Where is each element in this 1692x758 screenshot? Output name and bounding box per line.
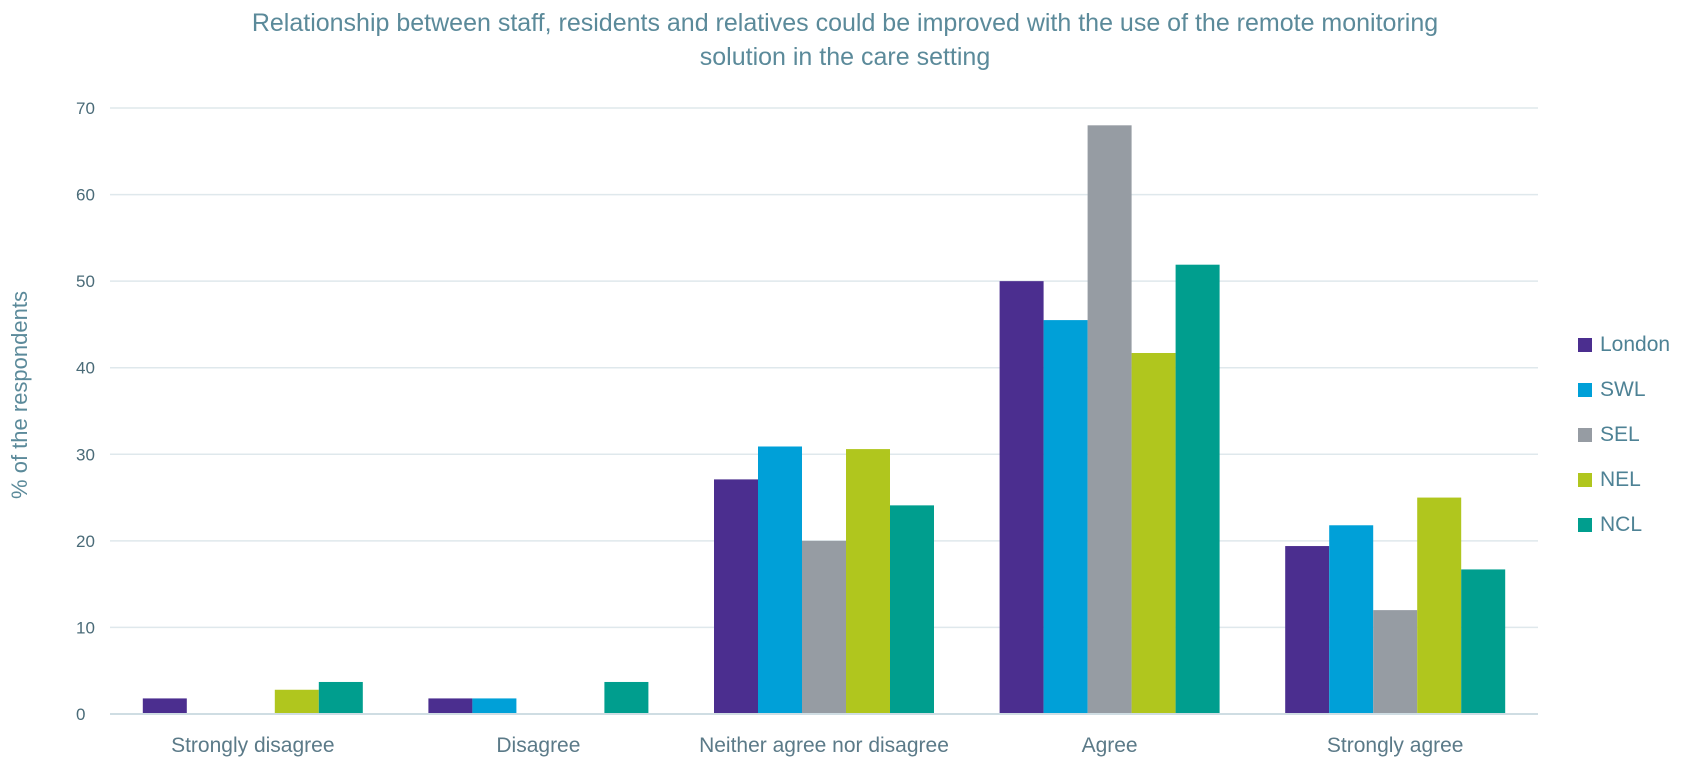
legend-item-nel: NEL xyxy=(1578,457,1670,502)
legend-swatch xyxy=(1578,337,1592,352)
bar-london-strongly-disagree xyxy=(142,698,187,714)
y-tick-label: 0 xyxy=(76,705,85,724)
legend-item-london: London xyxy=(1578,322,1670,367)
bar-london-strongly-agree xyxy=(1285,546,1330,714)
x-axis-categories: Strongly disagree Disagree Neither agree n… xyxy=(171,734,1463,757)
y-tick-label: 10 xyxy=(76,618,95,637)
bar-ncl-neither-agree-nor-disagree xyxy=(890,505,934,714)
y-tick-label: 50 xyxy=(76,272,95,291)
bar-ncl-disagree xyxy=(604,681,649,714)
bar-london-neither-agree-nor-disagree xyxy=(714,479,758,714)
bar-nel-strongly-agree xyxy=(1417,497,1462,714)
bar-ncl-strongly-disagree xyxy=(318,681,363,714)
legend-item-ncl: NCL xyxy=(1578,502,1670,547)
bar-nel-agree xyxy=(1131,352,1176,714)
chart-title-line-1: Relationship between staff, residents an… xyxy=(251,9,1439,37)
legend-label: NCL xyxy=(1600,512,1643,536)
y-tick-label: 60 xyxy=(76,186,95,205)
y-axis-ticks: 0 10 20 30 40 50 60 70 xyxy=(76,99,95,724)
y-tick-label: 20 xyxy=(76,532,95,551)
x-category-label: Neither agree nor disagree xyxy=(699,734,949,757)
bars xyxy=(142,125,1506,715)
legend-swatch xyxy=(1578,382,1592,397)
legend-swatch xyxy=(1578,427,1592,442)
bar-sel-strongly-agree xyxy=(1373,610,1418,714)
bar-ncl-agree xyxy=(1175,264,1220,714)
legend-swatch xyxy=(1578,517,1592,532)
legend-swatch xyxy=(1578,472,1592,487)
legend-label: SEL xyxy=(1600,422,1640,446)
bar-swl-strongly-agree xyxy=(1329,525,1374,714)
y-tick-label: 70 xyxy=(76,99,95,118)
bar-swl-disagree xyxy=(472,698,517,714)
legend-label: SWL xyxy=(1600,377,1646,401)
bar-london-agree xyxy=(999,281,1044,714)
x-category-label: Strongly disagree xyxy=(171,734,334,757)
bar-nel-strongly-disagree xyxy=(274,689,319,714)
x-category-label: Disagree xyxy=(496,734,580,757)
bar-swl-agree xyxy=(1043,320,1088,714)
legend-label: NEL xyxy=(1600,467,1641,491)
x-category-label: Strongly agree xyxy=(1327,734,1464,757)
gridlines xyxy=(110,107,1538,629)
legend-item-swl: SWL xyxy=(1578,367,1670,412)
bar-sel-neither-agree-nor-disagree xyxy=(802,540,846,714)
chart-title: Relationship between staff, residents an… xyxy=(110,6,1580,74)
y-tick-label: 30 xyxy=(76,445,95,464)
legend-item-sel: SEL xyxy=(1578,412,1670,457)
legend-label: London xyxy=(1600,332,1671,356)
x-category-label: Agree xyxy=(1082,734,1138,757)
legend: London SWL SEL NEL NCL xyxy=(1578,322,1670,547)
y-tick-label: 40 xyxy=(76,359,95,378)
chart-title-line-2: solution in the care setting xyxy=(699,43,991,71)
bar-swl-neither-agree-nor-disagree xyxy=(758,446,802,714)
bar-nel-neither-agree-nor-disagree xyxy=(846,449,890,714)
bar-ncl-strongly-agree xyxy=(1461,569,1506,714)
bar-sel-agree xyxy=(1087,125,1132,715)
bar-london-disagree xyxy=(428,698,473,714)
